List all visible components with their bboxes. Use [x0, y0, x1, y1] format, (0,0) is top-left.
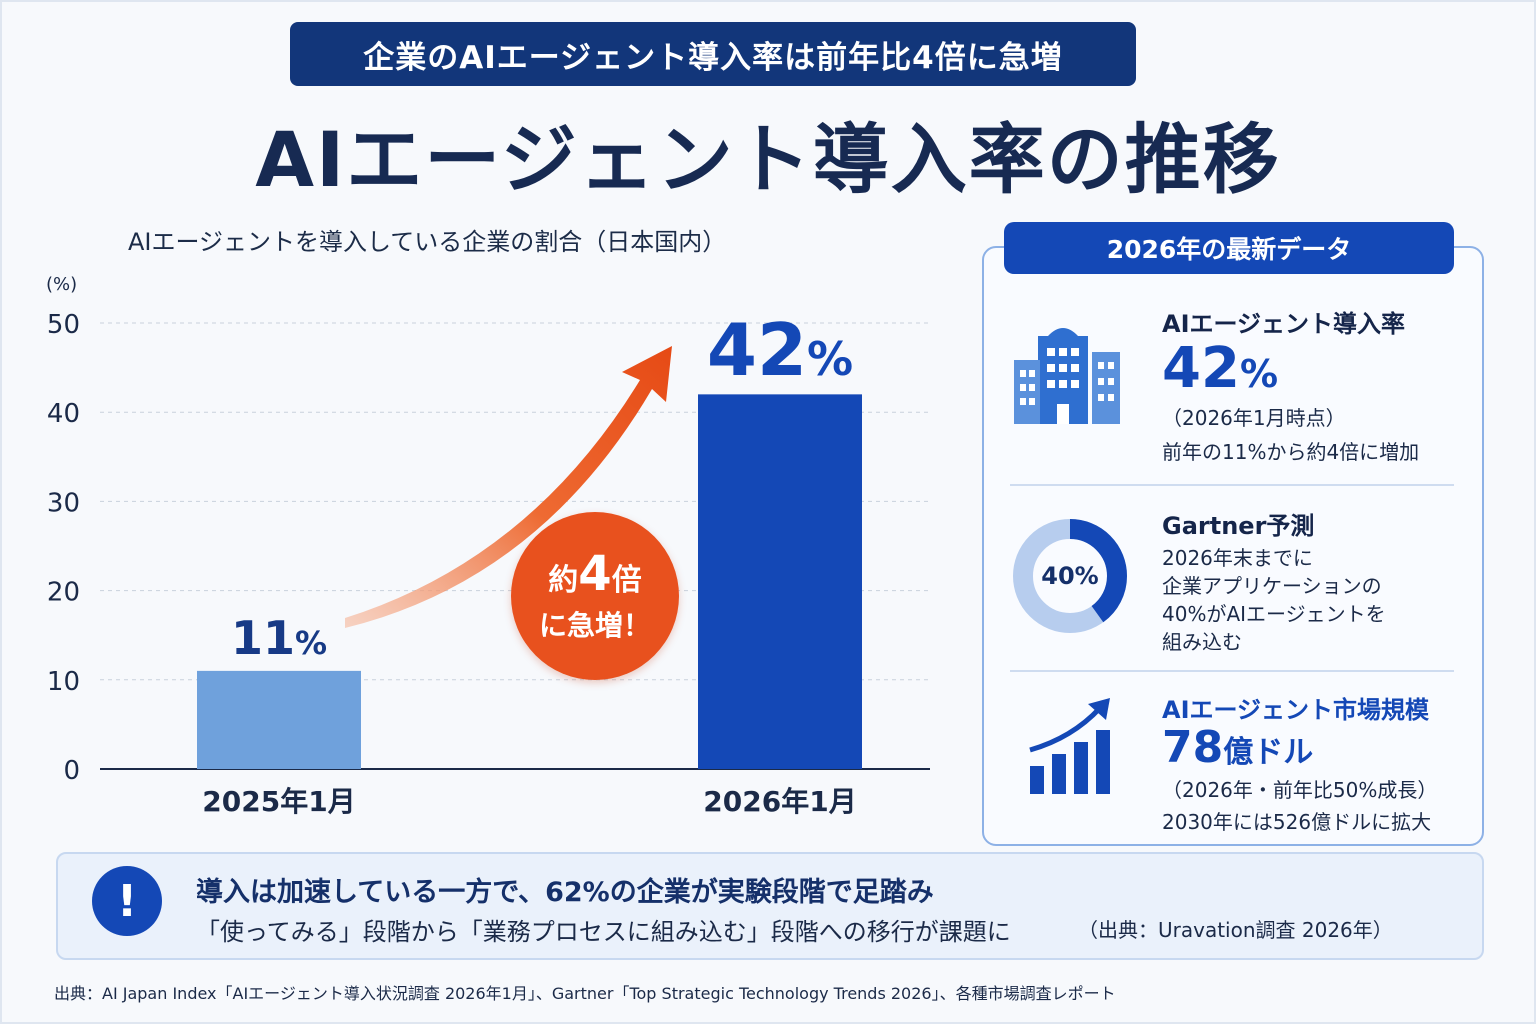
source-footnote: 出典：AI Japan Index「AIエージェント導入状況調査 2026年1月…	[54, 984, 1116, 1003]
adoption-rate-value: 42%	[1162, 336, 1279, 401]
x-tick-label-2025: 2025年1月	[202, 785, 356, 818]
market-size-value: 78億ドル	[1162, 722, 1314, 773]
growth-badge: 約4倍 に急増！	[511, 512, 679, 680]
growth-chart-icon	[1029, 698, 1110, 794]
page-title: AIエージェント導入率の推移	[255, 115, 1281, 204]
bar-2026年1月	[698, 394, 862, 769]
bar-value-label-2025: 11%	[230, 610, 328, 665]
market-size-note: （2026年・前年比50%成長） 2030年には526億ドルに拡大	[1162, 778, 1438, 834]
building-icon	[1014, 328, 1120, 424]
notice-subtext: 「使ってみる」段階から「業務プロセスに組み込む」段階への移行が課題に	[196, 918, 1011, 946]
donut-chart-icon: 40%	[1013, 519, 1127, 633]
y-tick-label: 30	[47, 488, 80, 518]
y-tick-label: 40	[47, 399, 80, 429]
panel-header: 2026年の最新データ	[1004, 222, 1454, 274]
x-tick-label-2026: 2026年1月	[703, 785, 857, 818]
growth-arrow	[345, 346, 672, 628]
gartner-note: 2026年末までに 企業アプリケーションの 40%がAIエージェントを 組み込む	[1162, 546, 1386, 654]
chart-subtitle: AIエージェントを導入している企業の割合（日本国内）	[128, 228, 727, 256]
gartner-title: Gartner予測	[1162, 512, 1315, 540]
adoption-rate-title: AIエージェント導入率	[1162, 310, 1406, 338]
bar-2025年1月	[197, 670, 361, 769]
notice-source: （出典：Uravation調査 2026年）	[1078, 918, 1393, 942]
y-tick-label: 20	[47, 578, 80, 608]
panel-divider	[1010, 484, 1454, 486]
y-tick-label: 0	[63, 756, 80, 786]
market-size-title: AIエージェント市場規模	[1162, 696, 1430, 724]
y-axis-unit: (%)	[46, 274, 77, 295]
adoption-rate-note: （2026年1月時点） 前年の11%から約4倍に増加	[1162, 406, 1420, 464]
y-tick-label: 50	[47, 310, 80, 340]
panel-divider	[1010, 670, 1454, 672]
exclamation-icon: !	[92, 866, 162, 936]
y-tick-label: 10	[47, 667, 80, 697]
notice-headline: 導入は加速している一方で、62%の企業が実験段階で足踏み	[196, 877, 934, 908]
notice-box	[56, 852, 1484, 960]
headline-banner: 企業のAIエージェント導入率は前年比4倍に急増	[290, 22, 1136, 86]
bar-value-label-2026: 42%	[706, 308, 854, 393]
donut-label: 40%	[1041, 562, 1098, 590]
